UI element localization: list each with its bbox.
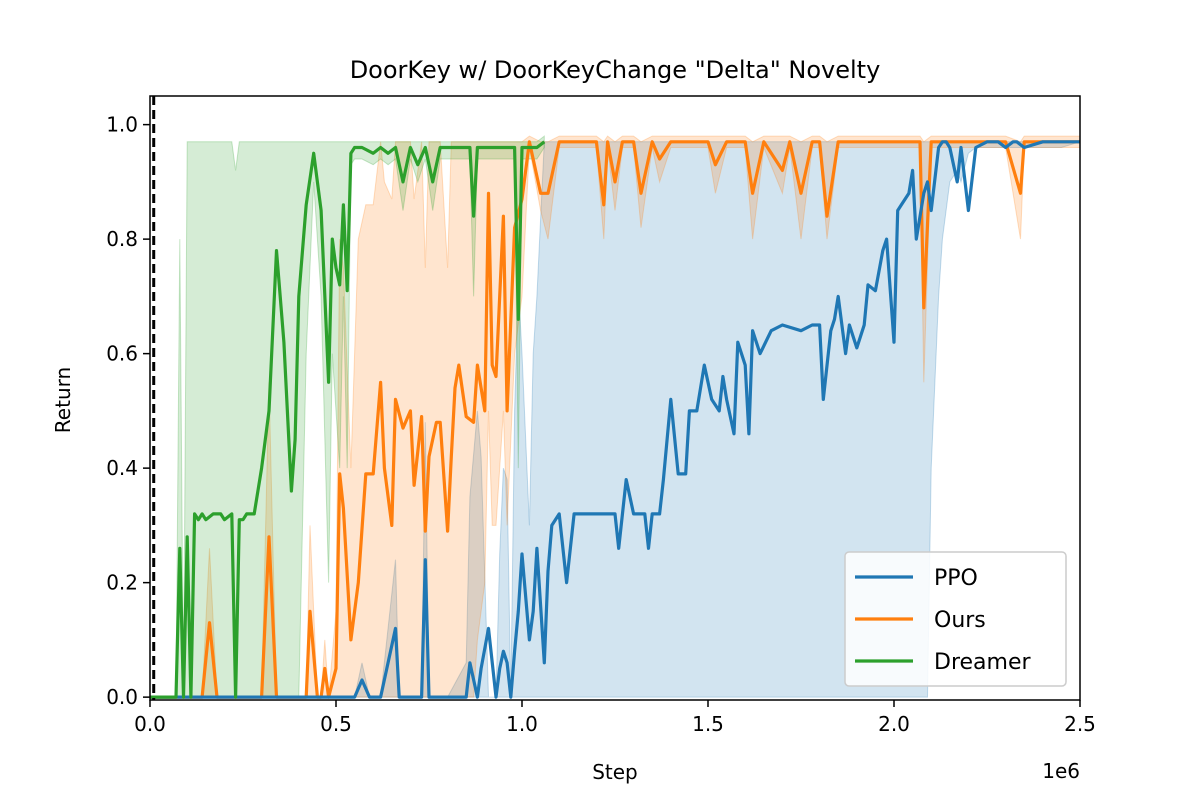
y-tick-label: 0.6 xyxy=(106,342,138,366)
y-axis-label: Return xyxy=(51,367,75,433)
legend-label-ppo: PPO xyxy=(934,566,978,591)
y-tick-label: 0.4 xyxy=(106,456,138,480)
x-axis-label: Step xyxy=(592,760,638,784)
x-axis-ticks: 0.0 0.5 1.0 1.5 2.0 2.5 xyxy=(134,700,1096,736)
legend-box xyxy=(844,551,1067,687)
x-tick-label: 0.5 xyxy=(320,712,352,736)
plot-area-frame xyxy=(149,95,1081,701)
y-tick-label: 1.0 xyxy=(106,113,138,137)
series-lines xyxy=(150,140,1080,699)
legend: PPO Ours Dreamer xyxy=(844,551,1067,687)
y-axis-ticks: 0.0 0.2 0.4 0.6 0.8 1.0 xyxy=(106,113,150,709)
y-tick-label: 0.8 xyxy=(106,227,138,251)
chart-title: DoorKey w/ DoorKeyChange "Delta" Novelty xyxy=(350,56,881,84)
y-tick-label: 0.0 xyxy=(106,685,138,709)
x-tick-label: 2.0 xyxy=(878,712,910,736)
x-tick-label: 1.0 xyxy=(506,712,538,736)
line-dreamer xyxy=(150,140,546,699)
x-tick-label: 1.5 xyxy=(692,712,724,736)
x-axis-offset-label: 1e6 xyxy=(1042,759,1080,783)
y-tick-label: 0.2 xyxy=(106,571,138,595)
x-tick-label: 0.0 xyxy=(134,712,166,736)
line-ppo xyxy=(150,140,1080,699)
legend-label-ours: Ours xyxy=(934,608,986,633)
legend-label-dreamer: Dreamer xyxy=(934,650,1031,675)
x-tick-label: 2.5 xyxy=(1064,712,1096,736)
